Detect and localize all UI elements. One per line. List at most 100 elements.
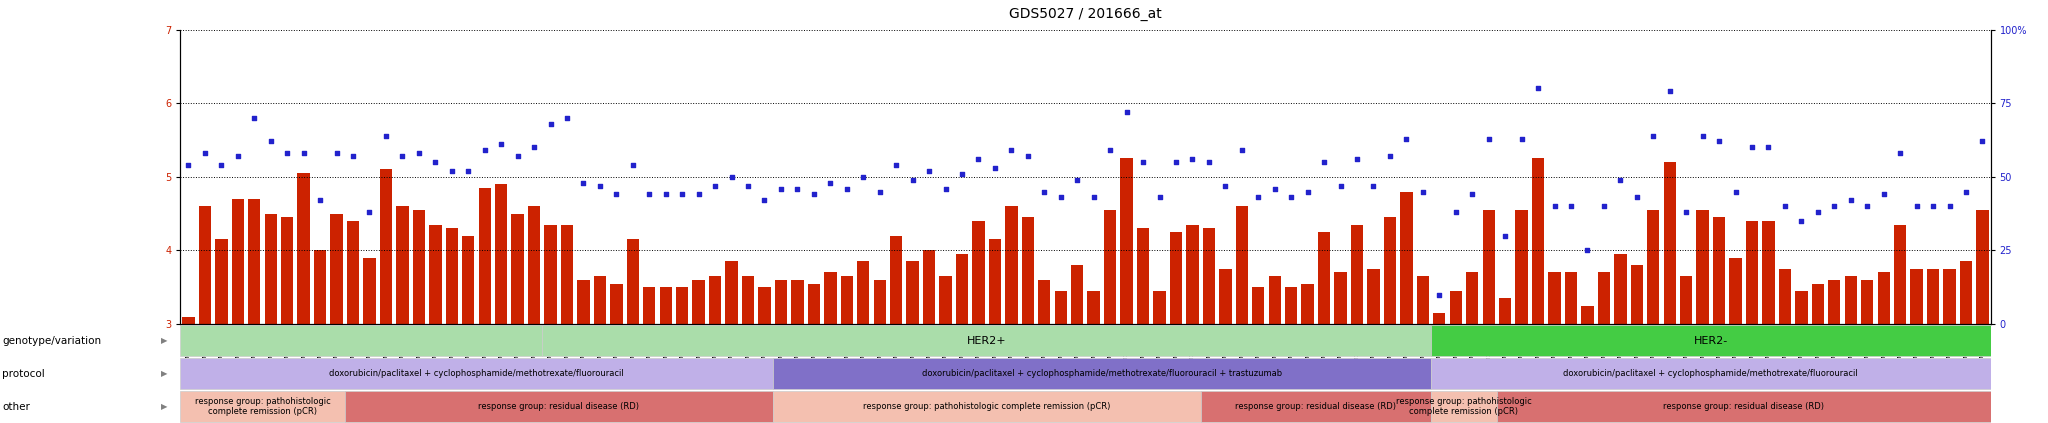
Bar bbox=[543, 325, 1432, 356]
Bar bbox=[791, 280, 803, 324]
Point bbox=[1735, 144, 1767, 151]
Point bbox=[1374, 153, 1407, 159]
Bar bbox=[709, 276, 721, 324]
Bar bbox=[725, 261, 737, 324]
Bar bbox=[676, 287, 688, 324]
Point bbox=[188, 150, 221, 157]
Bar bbox=[496, 184, 508, 324]
Point bbox=[848, 173, 881, 180]
Bar bbox=[856, 261, 870, 324]
Point bbox=[551, 115, 584, 121]
Bar bbox=[1712, 217, 1724, 324]
Point bbox=[731, 182, 764, 189]
Point bbox=[913, 168, 946, 174]
Text: HER2+: HER2+ bbox=[967, 335, 1006, 346]
Bar bbox=[1796, 291, 1808, 324]
Text: response group: pathohistologic
complete remission (pCR): response group: pathohistologic complete… bbox=[195, 397, 330, 416]
Bar bbox=[1976, 210, 1989, 324]
Bar bbox=[1319, 232, 1331, 324]
Text: HER2-: HER2- bbox=[1694, 335, 1729, 346]
Bar bbox=[1432, 358, 1991, 389]
Point bbox=[1143, 194, 1176, 201]
Bar bbox=[463, 236, 475, 324]
Point bbox=[666, 191, 698, 198]
Point bbox=[1126, 159, 1159, 165]
Point bbox=[1192, 159, 1225, 165]
Bar bbox=[1499, 298, 1511, 324]
Point bbox=[469, 147, 502, 154]
Point bbox=[1044, 194, 1077, 201]
Point bbox=[221, 153, 254, 159]
Bar bbox=[1497, 391, 1991, 422]
Point bbox=[1061, 176, 1094, 183]
Point bbox=[287, 150, 319, 157]
Bar bbox=[643, 287, 655, 324]
Point bbox=[1769, 203, 1802, 210]
Point bbox=[1636, 132, 1669, 139]
Point bbox=[1753, 144, 1786, 151]
Bar bbox=[479, 188, 492, 324]
Bar bbox=[1200, 391, 1432, 422]
Bar bbox=[362, 258, 375, 324]
Point bbox=[1423, 291, 1456, 298]
Point bbox=[1620, 194, 1653, 201]
Bar bbox=[1812, 283, 1825, 324]
Text: response group: pathohistologic
complete remission (pCR): response group: pathohistologic complete… bbox=[1397, 397, 1532, 416]
Bar bbox=[1663, 162, 1675, 324]
Point bbox=[1077, 194, 1110, 201]
Point bbox=[336, 153, 369, 159]
Bar bbox=[1780, 269, 1792, 324]
Bar bbox=[627, 239, 639, 324]
Bar bbox=[344, 391, 772, 422]
Bar bbox=[182, 317, 195, 324]
Text: response group: pathohistologic complete remission (pCR): response group: pathohistologic complete… bbox=[862, 402, 1110, 411]
Bar bbox=[1251, 287, 1264, 324]
Bar bbox=[940, 276, 952, 324]
Point bbox=[1391, 135, 1423, 142]
Point bbox=[1341, 156, 1374, 162]
Point bbox=[1522, 85, 1554, 92]
Point bbox=[1966, 138, 1999, 145]
Point bbox=[1110, 109, 1143, 115]
Point bbox=[567, 179, 600, 186]
Point bbox=[1456, 191, 1489, 198]
Point bbox=[1702, 138, 1735, 145]
Bar bbox=[1284, 287, 1296, 324]
Point bbox=[633, 191, 666, 198]
Point bbox=[1358, 182, 1391, 189]
Bar bbox=[772, 391, 1200, 422]
Bar bbox=[1300, 283, 1315, 324]
Bar bbox=[807, 283, 819, 324]
Text: response group: residual disease (RD): response group: residual disease (RD) bbox=[1663, 402, 1825, 411]
Point bbox=[780, 185, 813, 192]
Text: GDS5027 / 201666_at: GDS5027 / 201666_at bbox=[1010, 7, 1161, 21]
Bar bbox=[180, 391, 344, 422]
Bar bbox=[1153, 291, 1165, 324]
Point bbox=[897, 176, 930, 183]
Point bbox=[715, 173, 748, 180]
Point bbox=[813, 179, 846, 186]
Bar bbox=[248, 199, 260, 324]
Point bbox=[270, 150, 303, 157]
Point bbox=[1489, 232, 1522, 239]
Text: protocol: protocol bbox=[2, 368, 45, 379]
Bar bbox=[1516, 210, 1528, 324]
Bar bbox=[692, 280, 705, 324]
Bar bbox=[823, 272, 836, 324]
Bar bbox=[610, 283, 623, 324]
Point bbox=[1851, 203, 1884, 210]
Bar bbox=[346, 221, 358, 324]
Bar bbox=[180, 325, 543, 356]
Point bbox=[829, 185, 862, 192]
Text: doxorubicin/paclitaxel + cyclophosphamide/methotrexate/fluorouracil: doxorubicin/paclitaxel + cyclophosphamid… bbox=[330, 369, 625, 378]
Bar bbox=[1597, 272, 1610, 324]
Point bbox=[1538, 203, 1571, 210]
Point bbox=[1407, 188, 1440, 195]
Text: other: other bbox=[2, 401, 31, 412]
Point bbox=[1290, 188, 1323, 195]
Bar bbox=[1483, 210, 1495, 324]
Point bbox=[1274, 194, 1307, 201]
Bar bbox=[545, 225, 557, 324]
Bar bbox=[1432, 325, 1991, 356]
Bar bbox=[1829, 280, 1841, 324]
